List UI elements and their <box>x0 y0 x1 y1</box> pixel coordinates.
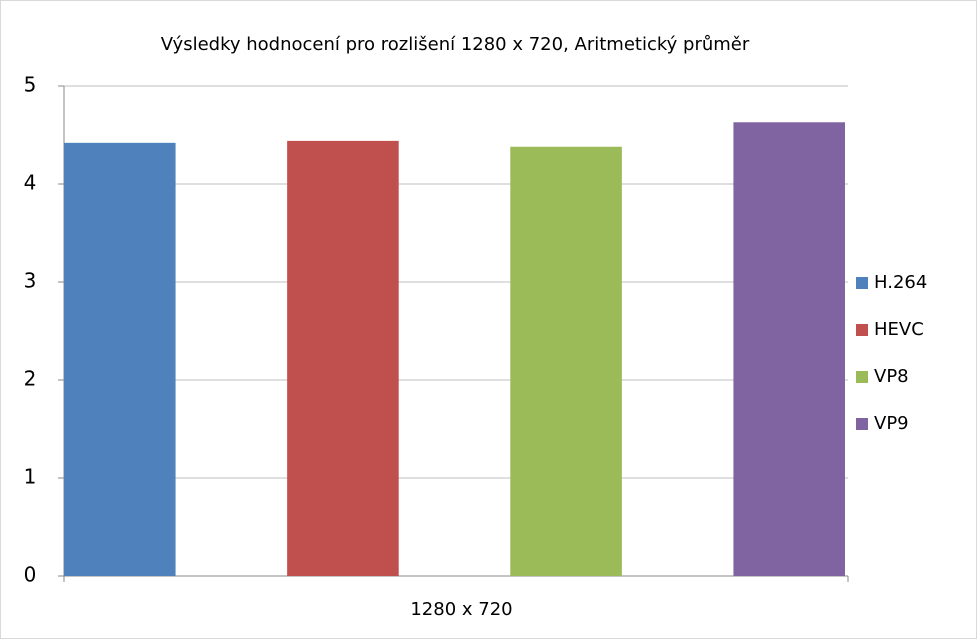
bar <box>64 142 176 576</box>
bar <box>510 146 622 576</box>
y-tick-label: 2 <box>24 367 37 391</box>
y-tick-label: 4 <box>24 171 37 195</box>
y-tick-label: 5 <box>24 73 37 97</box>
legend-label: HEVC <box>874 319 924 340</box>
bar <box>733 122 845 576</box>
legend-label: H.264 <box>874 272 927 293</box>
y-tick-label: 0 <box>24 563 37 587</box>
legend-label: VP8 <box>874 366 909 387</box>
legend-swatch <box>856 324 868 336</box>
chart-title: Výsledky hodnocení pro rozlišení 1280 x … <box>161 34 750 55</box>
x-tick-label: 1280 x 720 <box>410 599 512 620</box>
legend-label: VP9 <box>874 413 909 434</box>
legend-swatch <box>856 371 868 383</box>
legend-swatch <box>856 277 868 289</box>
y-tick-label: 1 <box>24 465 37 489</box>
legend-swatch <box>856 418 868 430</box>
y-tick-label: 3 <box>24 269 37 293</box>
bar <box>287 140 399 576</box>
